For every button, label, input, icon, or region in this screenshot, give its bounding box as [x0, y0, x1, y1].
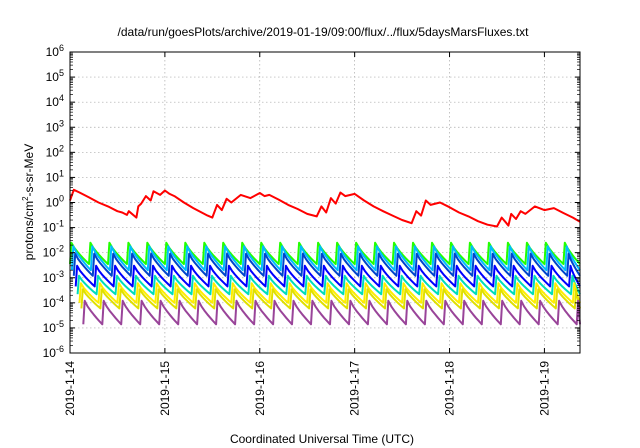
x-axis-ticks: 2019-1-14 2019-1-15 2019-1-16 2019-1-17 2019…	[63, 52, 551, 416]
y-tick-label: 10-5	[43, 319, 64, 335]
x-tick-label: 2019-1-14	[63, 361, 77, 416]
series-line-4	[74, 264, 581, 288]
x-tick-label: 2019-1-16	[253, 361, 267, 416]
y-tick-label: 10-4	[43, 294, 64, 310]
series-line-2	[70, 245, 581, 272]
series-line-5	[76, 274, 581, 296]
y-tick-label: 105	[46, 68, 64, 84]
y-tick-label: 106	[46, 43, 64, 59]
x-axis-label: Coordinated Universal Time (UTC)	[230, 432, 414, 446]
y-axis-label-base: protons/cm	[22, 201, 36, 260]
y-axis-label-sup: 2	[21, 196, 30, 201]
chart-title: /data/run/goesPlots/archive/2019-01-19/0…	[118, 25, 530, 39]
series-line-8	[82, 299, 581, 326]
y-tick-label: 10-6	[43, 344, 64, 360]
series-line-0	[69, 188, 581, 228]
y-axis-ticks: 10-6 10-5 10-4 10-3 10-2 10-1 100 101 102 103 104 1…	[43, 43, 580, 360]
y-tick-label: 100	[46, 194, 64, 210]
series-line-6	[78, 282, 581, 304]
y-tick-label: 10-2	[43, 244, 64, 260]
y-tick-label: 104	[46, 93, 64, 109]
y-tick-label: 101	[46, 168, 64, 184]
y-tick-label: 10-3	[43, 269, 64, 285]
series-group	[69, 188, 581, 326]
y-axis-label-rest: -s-sr-MeV	[22, 144, 36, 197]
y-tick-label: 103	[46, 118, 64, 134]
series-line-3	[72, 252, 581, 277]
x-tick-label: 2019-1-19	[537, 361, 551, 416]
series-line-7	[80, 288, 581, 310]
y-tick-label: 102	[46, 143, 64, 159]
x-tick-label: 2019-1-17	[348, 361, 362, 416]
x-tick-label: 2019-1-18	[443, 361, 457, 416]
y-axis-label: protons/cm2-s-sr-MeV	[21, 144, 36, 260]
x-tick-label: 2019-1-15	[158, 361, 172, 416]
series-line-1	[69, 241, 581, 266]
y-tick-label: 10-1	[43, 219, 64, 235]
